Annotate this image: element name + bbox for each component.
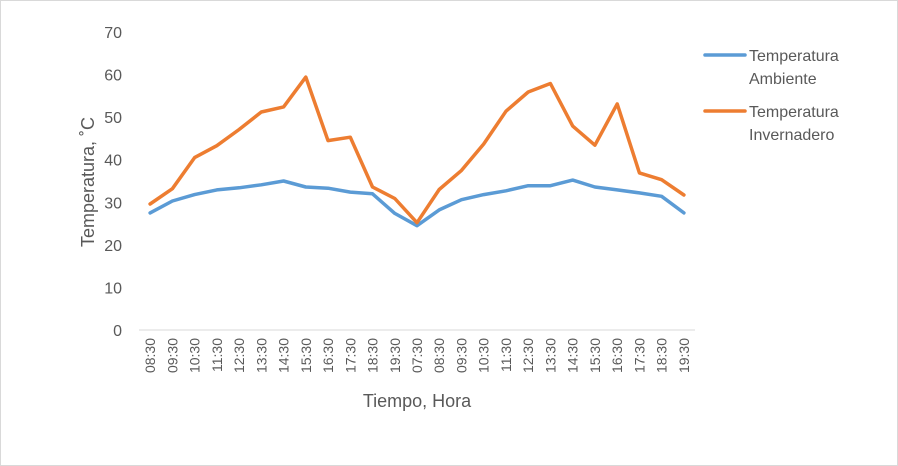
x-axis-ticks: 08:30 09:30 10:30 11:30 12:30 13:30 14:30 15:30… [142, 338, 692, 373]
x-tick-label: 12:30 [520, 338, 536, 373]
y-tick-label: 60 [104, 68, 122, 85]
x-tick-label: 18:30 [365, 338, 381, 373]
x-tick-label: 09:30 [453, 338, 469, 373]
series-line-invernadero [148, 75, 686, 225]
x-tick-label: 11:30 [209, 338, 225, 372]
x-tick-label: 17:30 [631, 338, 647, 373]
x-tick-label: 15:30 [298, 338, 314, 373]
x-tick-label: 14:30 [565, 338, 581, 373]
x-tick-label: 11:30 [498, 338, 514, 372]
x-tick-label: 15:30 [587, 338, 603, 373]
y-tick-label: 0 [113, 323, 122, 340]
x-tick-label: 19:30 [676, 338, 692, 373]
legend-label: Temperatura [749, 104, 839, 121]
x-tick-label: 13:30 [542, 338, 558, 373]
legend: Temperatura Ambiente Temperatura Invernader… [703, 48, 839, 144]
y-tick-label: 50 [104, 110, 122, 127]
y-tick-label: 30 [104, 195, 122, 212]
y-axis-ticks: 0 10 20 30 40 50 60 70 [104, 25, 122, 340]
x-tick-label: 18:30 [654, 338, 670, 373]
y-tick-label: 10 [104, 280, 122, 297]
x-tick-label: 10:30 [187, 338, 203, 373]
x-tick-label: 17:30 [342, 338, 358, 373]
x-tick-label: 16:30 [609, 338, 625, 373]
y-tick-label: 70 [104, 25, 122, 42]
legend-label: Invernadero [749, 127, 834, 144]
series-lines [148, 75, 686, 228]
x-tick-label: 16:30 [320, 338, 336, 373]
x-tick-label: 13:30 [253, 338, 269, 373]
x-tick-label: 19:30 [387, 338, 403, 373]
series-line-ambiente [148, 178, 686, 228]
y-tick-label: 40 [104, 153, 122, 170]
x-tick-label: 08:30 [142, 338, 158, 373]
y-axis-title: Temperatura, ˚C [78, 117, 98, 247]
x-tick-label: 10:30 [476, 338, 492, 373]
x-tick-label: 07:30 [409, 338, 425, 373]
legend-label: Ambiente [749, 71, 817, 88]
x-tick-label: 09:30 [164, 338, 180, 373]
x-tick-label: 14:30 [276, 338, 292, 373]
x-axis-title: Tiempo, Hora [363, 391, 472, 411]
x-tick-label: 12:30 [231, 338, 247, 373]
legend-label: Temperatura [749, 48, 839, 65]
y-tick-label: 20 [104, 238, 122, 255]
x-tick-label: 08:30 [431, 338, 447, 373]
